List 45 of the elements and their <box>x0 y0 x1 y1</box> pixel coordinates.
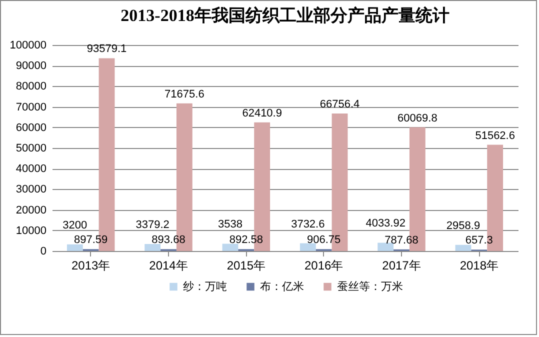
y-tick-label: 80000 <box>16 80 46 93</box>
data-label: 892.58 <box>229 234 263 246</box>
data-label: 3538 <box>218 218 242 231</box>
bar <box>455 244 472 251</box>
data-label: 897.59 <box>74 234 108 246</box>
y-tick-label: 40000 <box>16 163 46 176</box>
data-label: 657.3 <box>465 234 493 247</box>
bar <box>66 244 83 251</box>
y-tick-label: 30000 <box>16 184 46 196</box>
data-label: 787.68 <box>384 234 418 246</box>
data-label: 93579.1 <box>86 43 127 56</box>
legend-label: 纱：万吨 <box>183 280 227 293</box>
y-tick-label: 10000 <box>16 224 46 237</box>
data-label: 893.68 <box>152 234 186 246</box>
data-label: 51562.6 <box>475 130 515 142</box>
data-label: 3732.6 <box>291 218 325 230</box>
y-tick-label: 60000 <box>16 122 46 134</box>
data-label: 906.75 <box>307 234 341 246</box>
x-tick-label: 2014年 <box>149 258 188 272</box>
y-tick-label: 90000 <box>16 60 46 72</box>
y-tick-label: 70000 <box>16 101 46 114</box>
legend-label: 蚕丝等：万米 <box>337 280 403 293</box>
x-tick-label: 2015年 <box>226 258 266 272</box>
chart-title: 2013-2018年我国纺织工业部分产品产量统计 <box>120 6 450 25</box>
y-tick-label: 20000 <box>16 204 46 216</box>
x-tick-label: 2018年 <box>460 258 499 272</box>
y-tick-label: 100000 <box>10 40 46 52</box>
y-tick-label: 50000 <box>16 142 46 154</box>
x-tick-label: 2017年 <box>382 258 421 272</box>
data-label: 60069.8 <box>398 112 438 124</box>
data-label: 3379.2 <box>136 219 170 232</box>
x-tick-label: 2016年 <box>304 258 344 272</box>
bar <box>222 244 238 251</box>
x-tick-label: 2013年 <box>71 258 110 272</box>
bar <box>144 244 161 251</box>
data-label: 62410.9 <box>242 107 282 120</box>
bar <box>300 243 316 251</box>
data-label: 4033.92 <box>366 218 406 230</box>
legend-label: 布：亿米 <box>260 280 304 293</box>
data-label: 2958.9 <box>446 220 480 232</box>
data-label: 3200 <box>62 219 88 232</box>
data-label: 66756.4 <box>320 98 360 110</box>
bar <box>378 242 394 251</box>
data-label: 71675.6 <box>164 88 204 100</box>
y-tick-label: 0 <box>40 246 46 258</box>
